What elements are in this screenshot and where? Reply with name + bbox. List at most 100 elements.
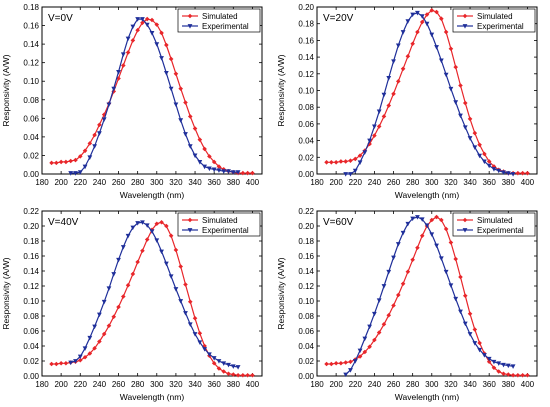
x-tick-label: 200: [329, 178, 343, 187]
data-point-triangle: [135, 221, 141, 226]
data-point-triangle: [159, 249, 164, 255]
y-tick-label: 0.10: [298, 297, 314, 306]
data-point-triangle: [510, 172, 516, 177]
data-point-diamond: [448, 46, 454, 52]
x-tick-label: 280: [131, 380, 145, 389]
data-point-triangle: [130, 24, 136, 30]
data-point-triangle: [352, 359, 358, 364]
data-point-triangle: [458, 113, 463, 119]
data-point-triangle: [154, 238, 160, 243]
data-point-triangle: [362, 336, 368, 342]
y-tick-label: 0.22: [298, 207, 314, 216]
data-point-diamond: [429, 8, 435, 13]
data-point-diamond: [130, 271, 136, 277]
chart-panel-0: 180 200 220 240 260 280 300 320 340 360 380 400 0.00…: [1, 3, 263, 200]
legend-label: Simulated: [477, 12, 513, 21]
data-point-diamond: [173, 71, 179, 77]
series-line-0: [51, 18, 253, 174]
data-point-triangle: [197, 340, 203, 345]
plot-frame: [41, 210, 263, 377]
data-point-triangle: [221, 361, 227, 366]
data-point-diamond: [187, 299, 193, 305]
data-point-diamond: [520, 372, 525, 378]
data-point-triangle: [477, 153, 483, 159]
y-tick-label: 0.14: [298, 53, 314, 62]
data-point-triangle: [419, 14, 425, 19]
x-axis-label: Wavelength (nm): [120, 392, 185, 402]
data-point-triangle: [92, 144, 98, 149]
data-point-diamond: [183, 282, 188, 287]
data-point-triangle: [434, 243, 439, 249]
y-tick-label: 0.18: [298, 237, 314, 246]
data-point-diamond: [111, 314, 117, 320]
data-point-triangle: [371, 124, 377, 130]
data-point-diamond: [415, 245, 420, 251]
data-point-triangle: [77, 170, 83, 175]
data-point-triangle: [216, 168, 222, 173]
data-point-diamond: [486, 159, 492, 164]
x-tick-label: 400: [521, 178, 535, 187]
data-point-triangle: [448, 86, 454, 92]
data-point-triangle: [125, 233, 131, 239]
y-tick-label: 0.08: [298, 103, 314, 112]
data-point-diamond: [467, 311, 473, 317]
x-tick-label: 180: [35, 178, 49, 187]
x-tick-label: 300: [150, 178, 164, 187]
data-point-diamond: [82, 148, 88, 154]
data-point-triangle: [68, 360, 74, 366]
panel-title: V=20V: [323, 13, 354, 24]
data-point-triangle: [87, 155, 93, 160]
legend-marker: [187, 24, 193, 29]
data-point-triangle: [367, 138, 373, 144]
data-point-diamond: [338, 360, 344, 366]
chart-panel-1: 180 200 220 240 260 280 300 320 340 360 380 400 0.00…: [276, 3, 538, 200]
legend-box: [177, 8, 261, 33]
y-tick-label: 0.00: [23, 372, 39, 381]
data-point-diamond: [525, 170, 530, 176]
series-line-1: [70, 221, 239, 368]
data-point-triangle: [106, 102, 112, 108]
data-point-triangle: [429, 232, 435, 237]
data-point-diamond: [245, 372, 250, 378]
data-point-triangle: [226, 169, 231, 174]
data-point-diamond: [376, 124, 382, 129]
data-point-diamond: [439, 217, 444, 223]
data-point-diamond: [250, 170, 255, 176]
data-point-diamond: [367, 344, 372, 350]
data-point-triangle: [73, 359, 78, 364]
x-tick-label: 320: [169, 380, 183, 389]
data-point-diamond: [197, 137, 203, 142]
data-point-diamond: [101, 331, 107, 337]
data-point-triangle: [400, 230, 406, 236]
x-tick-label: 300: [150, 380, 164, 389]
data-point-triangle: [192, 153, 198, 159]
data-point-diamond: [491, 365, 497, 371]
y-tick-label: 0.10: [23, 297, 39, 306]
y-tick-label: 0.22: [23, 207, 39, 216]
legend-marker: [187, 13, 193, 19]
data-point-triangle: [206, 166, 212, 172]
data-point-diamond: [63, 159, 69, 165]
data-point-triangle: [467, 136, 473, 141]
y-tick-label: 0.06: [23, 327, 39, 336]
y-tick-label: 0.02: [23, 357, 39, 366]
data-point-diamond: [130, 38, 136, 43]
data-point-diamond: [448, 240, 454, 245]
x-tick-label: 340: [188, 178, 202, 187]
data-point-diamond: [68, 158, 73, 164]
panel-title: V=60V: [323, 217, 354, 228]
x-axis-label: Wavelength (nm): [395, 392, 460, 402]
data-point-diamond: [324, 361, 329, 367]
data-point-diamond: [164, 223, 169, 229]
y-tick-label: 0.16: [23, 252, 39, 261]
legend-label: Simulated: [202, 12, 238, 21]
data-point-diamond: [372, 133, 377, 138]
x-tick-label: 320: [444, 178, 458, 187]
data-point-triangle: [221, 169, 227, 174]
data-point-diamond: [135, 259, 140, 265]
data-point-diamond: [333, 360, 339, 366]
legend-marker: [462, 217, 468, 223]
data-point-triangle: [438, 256, 444, 261]
data-point-triangle: [163, 261, 169, 267]
